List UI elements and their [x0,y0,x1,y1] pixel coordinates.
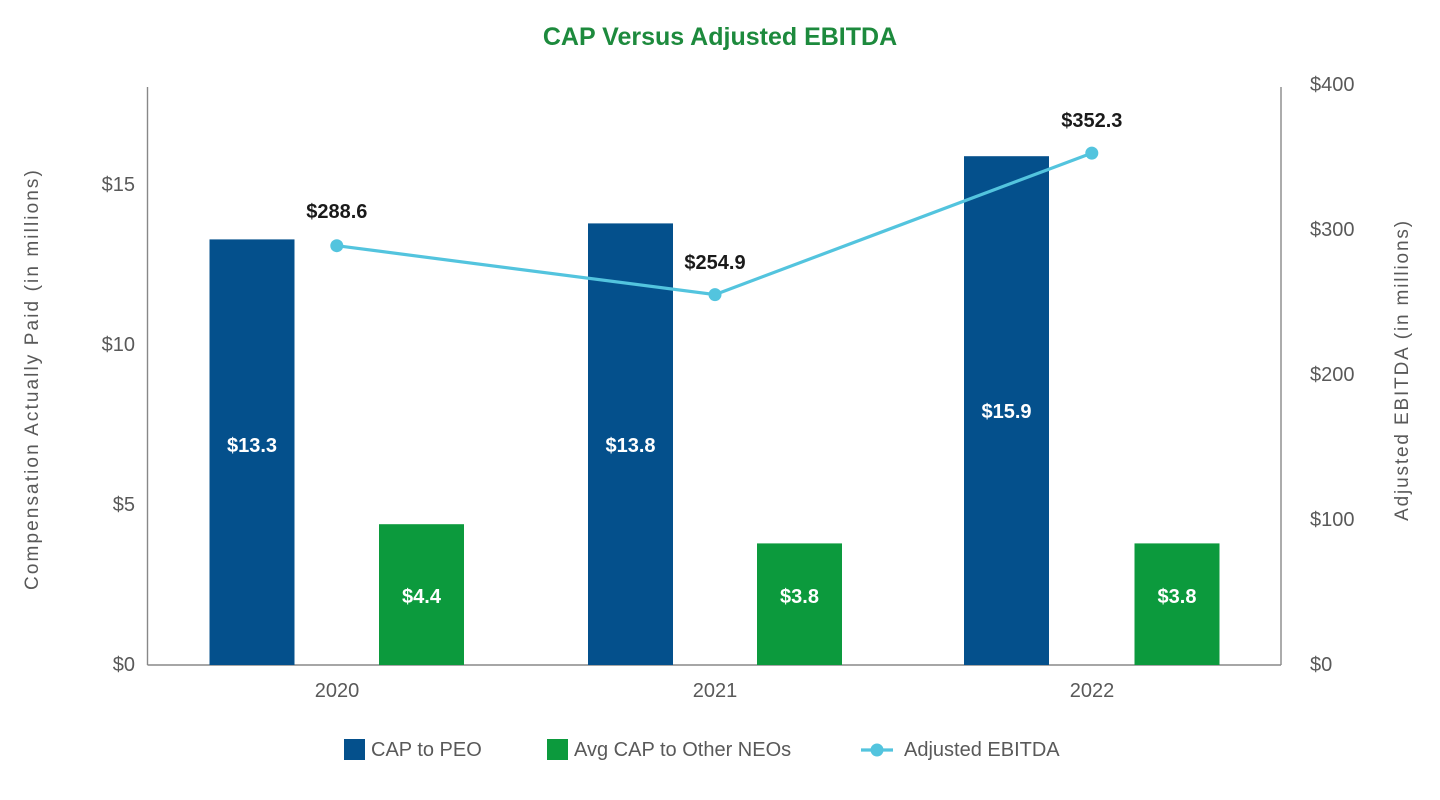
svg-text:$5: $5 [113,494,135,516]
svg-text:$0: $0 [1310,654,1332,676]
svg-text:$3.8: $3.8 [780,586,819,608]
svg-text:$10: $10 [102,334,135,356]
svg-text:Adjusted EBITDA: Adjusted EBITDA [904,739,1060,761]
svg-text:$0: $0 [113,654,135,676]
svg-text:Adjusted EBITDA (in millions): Adjusted EBITDA (in millions) [1392,219,1413,521]
svg-text:CAP Versus Adjusted EBITDA: CAP Versus Adjusted EBITDA [543,23,897,51]
svg-text:CAP to PEO: CAP to PEO [371,739,482,761]
svg-text:$200: $200 [1310,364,1355,386]
svg-text:$3.8: $3.8 [1158,586,1197,608]
svg-text:$352.3: $352.3 [1061,110,1122,132]
svg-text:2022: 2022 [1070,680,1115,702]
svg-text:$400: $400 [1310,74,1355,96]
svg-text:$300: $300 [1310,219,1355,241]
svg-text:$13.3: $13.3 [227,435,277,457]
svg-text:Avg CAP to Other NEOs: Avg CAP to Other NEOs [574,739,791,761]
svg-text:$288.6: $288.6 [306,201,367,223]
svg-text:Compensation Actually Paid (in: Compensation Actually Paid (in millions) [22,168,43,590]
svg-text:$100: $100 [1310,509,1355,531]
svg-text:$15.9: $15.9 [981,401,1031,423]
svg-text:2020: 2020 [315,680,360,702]
svg-text:$254.9: $254.9 [684,252,745,274]
svg-text:$4.4: $4.4 [402,586,442,608]
svg-text:2021: 2021 [693,680,738,702]
svg-text:$13.8: $13.8 [605,435,655,457]
svg-text:$15: $15 [102,174,135,196]
